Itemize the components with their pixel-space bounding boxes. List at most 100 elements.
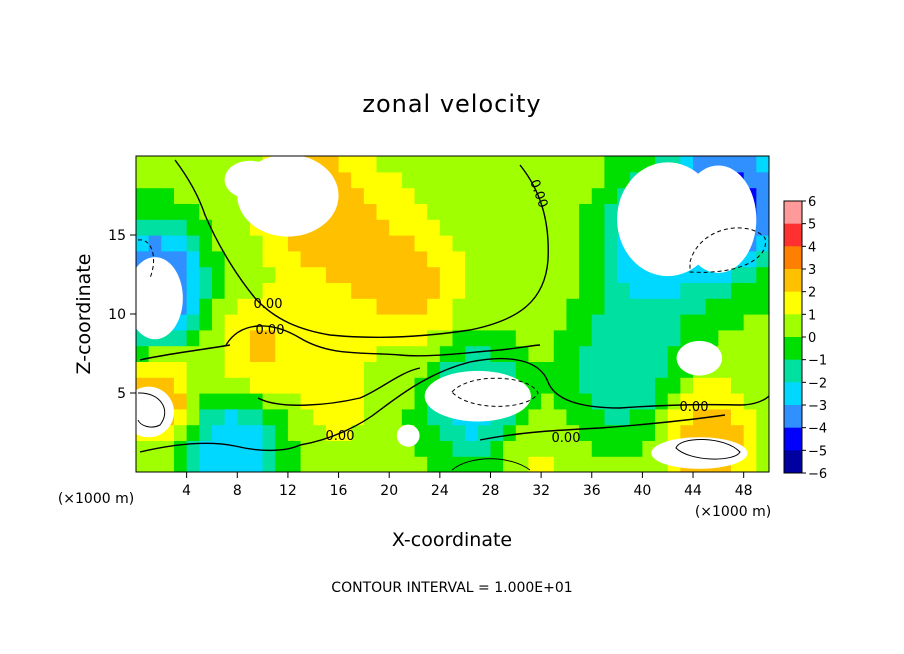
heatmap-cell (389, 408, 403, 426)
heatmap-cell (351, 266, 365, 283)
heatmap-cell (224, 235, 238, 252)
heatmap-cell (401, 408, 416, 426)
saturated-region (424, 370, 531, 422)
heatmap-cell (237, 298, 251, 315)
heatmap-cell (376, 266, 390, 283)
heatmap-cell (465, 219, 479, 236)
heatmap-cell (148, 235, 162, 252)
heatmap-cell (515, 187, 530, 204)
heatmap-cell (224, 393, 238, 410)
heatmap-cell (186, 250, 200, 268)
heatmap-cell (211, 250, 226, 268)
heatmap-cell (300, 408, 314, 426)
colorbar-tick-label: 0 (808, 331, 816, 346)
heatmap-cell (199, 250, 213, 268)
heatmap-cell (275, 456, 289, 472)
heatmap-cell (591, 219, 606, 236)
x-tick-label: 44 (684, 483, 702, 499)
heatmap-cell (693, 408, 707, 426)
heatmap-cell (300, 393, 314, 410)
heatmap-cell (579, 203, 593, 220)
heatmap-cell (515, 329, 530, 347)
heatmap-cell (566, 266, 580, 283)
heatmap-cell (579, 377, 593, 394)
heatmap-cell (528, 282, 542, 299)
x-tick-label: 40 (633, 483, 651, 499)
heatmap-cell (667, 377, 681, 394)
heatmap-cell (591, 250, 606, 268)
heatmap-cell (718, 282, 732, 299)
heatmap-cell (503, 424, 517, 441)
heatmap-cell (173, 345, 188, 362)
saturated-region (680, 165, 757, 273)
heatmap-cell (756, 219, 769, 236)
heatmap-cell (351, 424, 365, 441)
heatmap-cell (617, 171, 631, 189)
heatmap-cell (477, 424, 492, 441)
heatmap-cell (224, 456, 238, 472)
heatmap-cell (148, 456, 162, 472)
heatmap-cell (680, 314, 694, 331)
heatmap-cell (718, 361, 732, 378)
heatmap-cell (604, 314, 618, 331)
colorbar: 6 5 4 3 2 1 0 −1 −2 −3 −4 −5 −6 (783, 195, 827, 482)
heatmap-cell (300, 282, 314, 299)
heatmap-cell (338, 203, 352, 220)
heatmap-cell (439, 219, 454, 236)
heatmap-cell (452, 156, 466, 173)
heatmap-cell (275, 250, 289, 268)
heatmap-cell (249, 377, 264, 394)
heatmap-cell (439, 282, 454, 299)
heatmap-cell (199, 408, 213, 426)
heatmap-cell (401, 377, 416, 394)
heatmap-cell (275, 266, 289, 283)
heatmap-cell (604, 345, 618, 362)
heatmap-cell (503, 219, 517, 236)
heatmap-cell (401, 250, 416, 268)
colorbar-swatch (784, 405, 802, 429)
heatmap-cell (199, 456, 213, 472)
heatmap-cell (414, 408, 428, 426)
heatmap-cell (287, 377, 302, 394)
heatmap-cell (427, 345, 441, 362)
heatmap-cell (553, 456, 568, 472)
heatmap-cell (401, 235, 416, 252)
heatmap-cell (173, 393, 188, 410)
heatmap-cell (325, 456, 340, 472)
heatmap-cell (465, 235, 479, 252)
heatmap-cell (351, 282, 365, 299)
heatmap-cell (553, 187, 568, 204)
heatmap-cell (363, 361, 378, 378)
heatmap-cell (477, 235, 492, 252)
colorbar-tick-label: 4 (808, 240, 816, 255)
contour-line (675, 438, 741, 460)
heatmap-cell (287, 282, 302, 299)
heatmap-cell (490, 219, 504, 236)
heatmap-cell (680, 377, 694, 394)
heatmap-cell (224, 440, 238, 457)
heatmap-cell (300, 377, 314, 394)
heatmap-cell (325, 156, 340, 173)
heatmap-cell (338, 361, 352, 378)
heatmap-cell (199, 156, 213, 173)
heatmap-cell (237, 361, 251, 378)
heatmap-cell (604, 298, 618, 315)
heatmap-cell (591, 203, 606, 220)
heatmap-cell (173, 250, 188, 268)
heatmap-cell (427, 298, 441, 315)
heatmap-cell (579, 408, 593, 426)
heatmap-cell (427, 329, 441, 347)
heatmap-cell (591, 408, 606, 426)
heatmap-cell (224, 345, 238, 362)
heatmap-cell (199, 424, 213, 441)
heatmap-cell (655, 424, 669, 441)
heatmap-cell (718, 393, 732, 410)
heatmap-cell (642, 361, 656, 378)
heatmap-cell (465, 187, 479, 204)
heatmap-cell (439, 203, 454, 220)
heatmap-cell (553, 361, 568, 378)
heatmap-cell (173, 424, 188, 441)
heatmap-cell (553, 250, 568, 268)
heatmap-cell (528, 361, 542, 378)
heatmap-cell (515, 361, 530, 378)
